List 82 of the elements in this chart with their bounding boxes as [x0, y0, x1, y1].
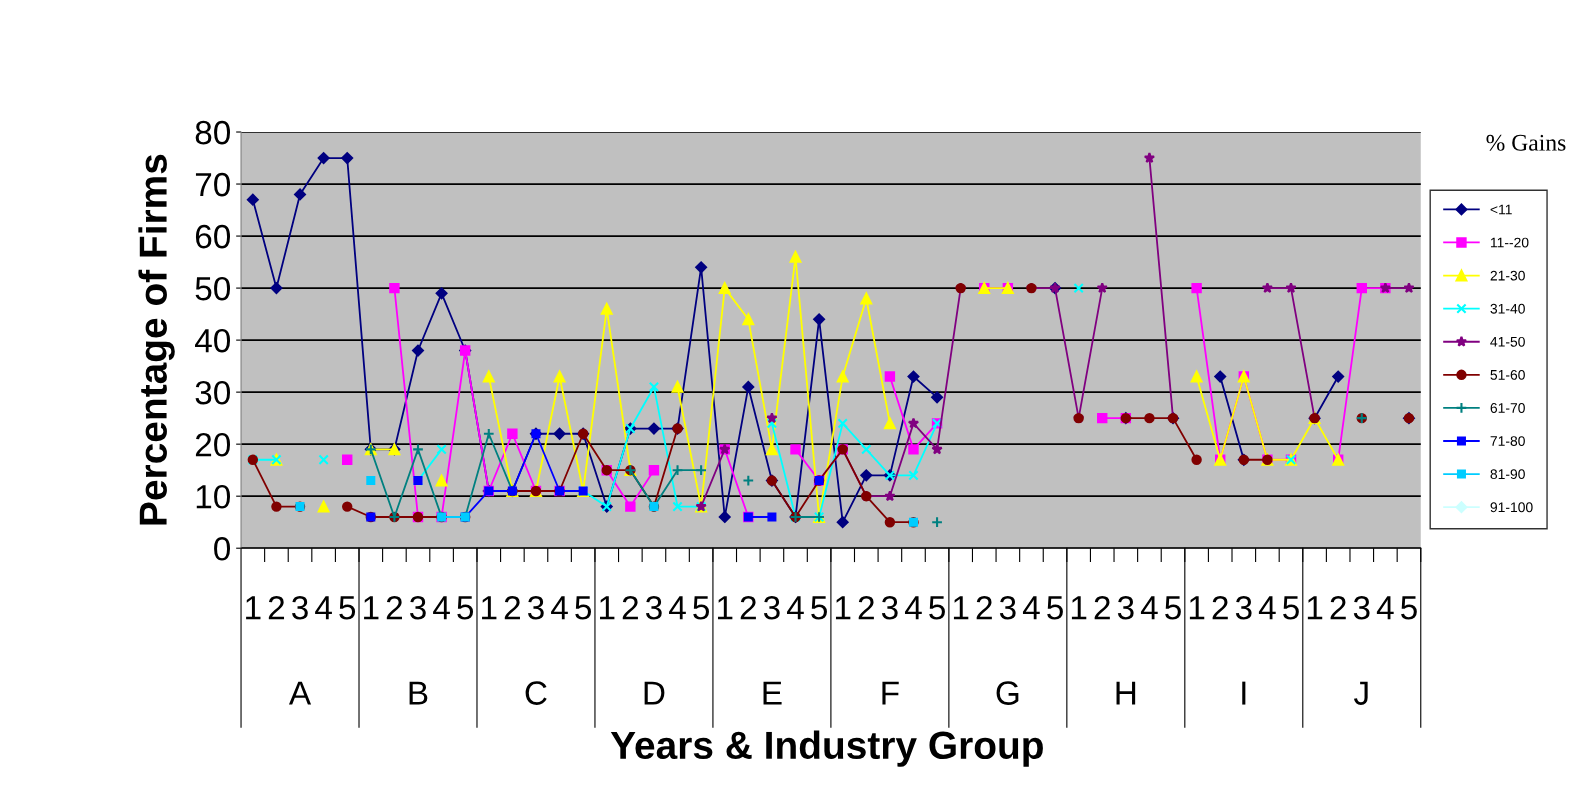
text: F — [882, 681, 899, 705]
x-tick-label: 1 — [1071, 596, 1087, 620]
x-tick-label: 5 — [1047, 596, 1063, 620]
x-tick-label: 3 — [410, 595, 426, 620]
legend-label: 41-50 — [1490, 336, 1525, 347]
text: J — [1353, 681, 1368, 705]
x-tick-label: 3 — [763, 595, 780, 620]
x-tick-label: 2 — [858, 595, 874, 620]
legend-label: 21-30 — [1490, 270, 1525, 281]
x-tick-label: 4 — [1140, 596, 1158, 620]
x-tick-label: 5 — [693, 596, 709, 620]
x-tick-label: 5 — [1283, 596, 1299, 620]
text: A — [288, 681, 312, 705]
x-tick-label: 5 — [1165, 596, 1181, 620]
x-tick-label: 1 — [953, 596, 969, 620]
x-tick-label: 5 — [575, 596, 592, 620]
x-tick-label: 3 — [292, 595, 308, 620]
x-tick-label: 1 — [364, 596, 379, 620]
x-axis-title: Years & Industry Group — [610, 730, 1043, 767]
x-tick-label: 4 — [669, 596, 686, 620]
x-tick-label: 4 — [551, 596, 568, 620]
y-tick-label: 20 — [195, 432, 231, 457]
x-tick-label: 2 — [976, 595, 992, 620]
x-tick-label: 4 — [315, 596, 332, 620]
x-tick-label: 5 — [811, 596, 827, 620]
y-tick-label: 30 — [195, 380, 231, 405]
x-tick-label: 3 — [1353, 595, 1370, 620]
y-axis-title: Percentage of Firms — [138, 154, 175, 525]
x-tick-label: 5 — [1401, 596, 1417, 620]
y-tick-label: 10 — [196, 484, 231, 509]
x-tick-label: 1 — [600, 596, 615, 620]
x-tick-label: 1 — [246, 596, 261, 620]
legend-label: 91-100 — [1490, 502, 1533, 513]
x-tick-label: 5 — [457, 596, 474, 620]
x-tick-label: 5 — [339, 596, 356, 620]
x-tick-label: 2 — [504, 595, 520, 620]
text: I — [1242, 681, 1246, 705]
legend-label: 71-80 — [1490, 436, 1525, 446]
legend-title: % Gains — [1486, 134, 1566, 151]
legend-label: 51-60 — [1490, 369, 1525, 380]
legend-label: 81-90 — [1490, 469, 1525, 480]
text: E — [763, 681, 782, 705]
x-tick-label: 2 — [740, 595, 756, 620]
x-tick-label: 1 — [1189, 596, 1205, 620]
x-tick-label: 2 — [1330, 595, 1346, 620]
x-tick-label: 3 — [1117, 595, 1134, 620]
legend-label: 61-70 — [1490, 403, 1525, 413]
y-tick-label: 70 — [195, 172, 231, 197]
y-tick-label: 50 — [195, 276, 231, 301]
legend-label: 11--20 — [1490, 237, 1529, 248]
x-tick-label: 1 — [1307, 596, 1323, 620]
x-tick-label: 1 — [718, 596, 733, 620]
x-tick-label: 4 — [1022, 596, 1040, 620]
x-tick-label: 1 — [835, 596, 851, 620]
text: D — [644, 681, 665, 705]
x-tick-label: 4 — [1376, 596, 1394, 620]
x-tick-label: 2 — [386, 595, 402, 620]
x-tick-label: 2 — [1212, 595, 1228, 620]
x-tick-label: 1 — [482, 596, 497, 620]
text: C — [525, 681, 547, 705]
x-tick-label: 2 — [622, 595, 638, 620]
x-tick-label: 3 — [527, 595, 544, 620]
x-tick-label: 4 — [904, 596, 922, 620]
x-tick-label: 4 — [1258, 596, 1276, 620]
y-tick-label: 80 — [195, 120, 231, 145]
text: H — [1116, 681, 1136, 705]
x-tick-label: 4 — [787, 596, 804, 620]
text: B — [409, 681, 428, 705]
x-tick-label: 5 — [929, 596, 945, 620]
x-tick-label: 2 — [268, 595, 285, 620]
x-tick-label: 3 — [881, 595, 898, 620]
x-tick-label: 3 — [1235, 595, 1252, 620]
x-tick-label: 3 — [999, 595, 1016, 620]
y-tick-label: 40 — [195, 328, 231, 353]
text: G — [996, 681, 1019, 705]
x-tick-label: 4 — [433, 596, 450, 620]
x-tick-label: 3 — [645, 595, 662, 620]
y-tick-label: 60 — [195, 224, 231, 249]
x-tick-label: 2 — [1094, 595, 1110, 620]
legend-label: <11 — [1490, 204, 1512, 215]
legend-label: 31-40 — [1490, 303, 1525, 314]
y-tick-label: 0 — [214, 537, 231, 561]
